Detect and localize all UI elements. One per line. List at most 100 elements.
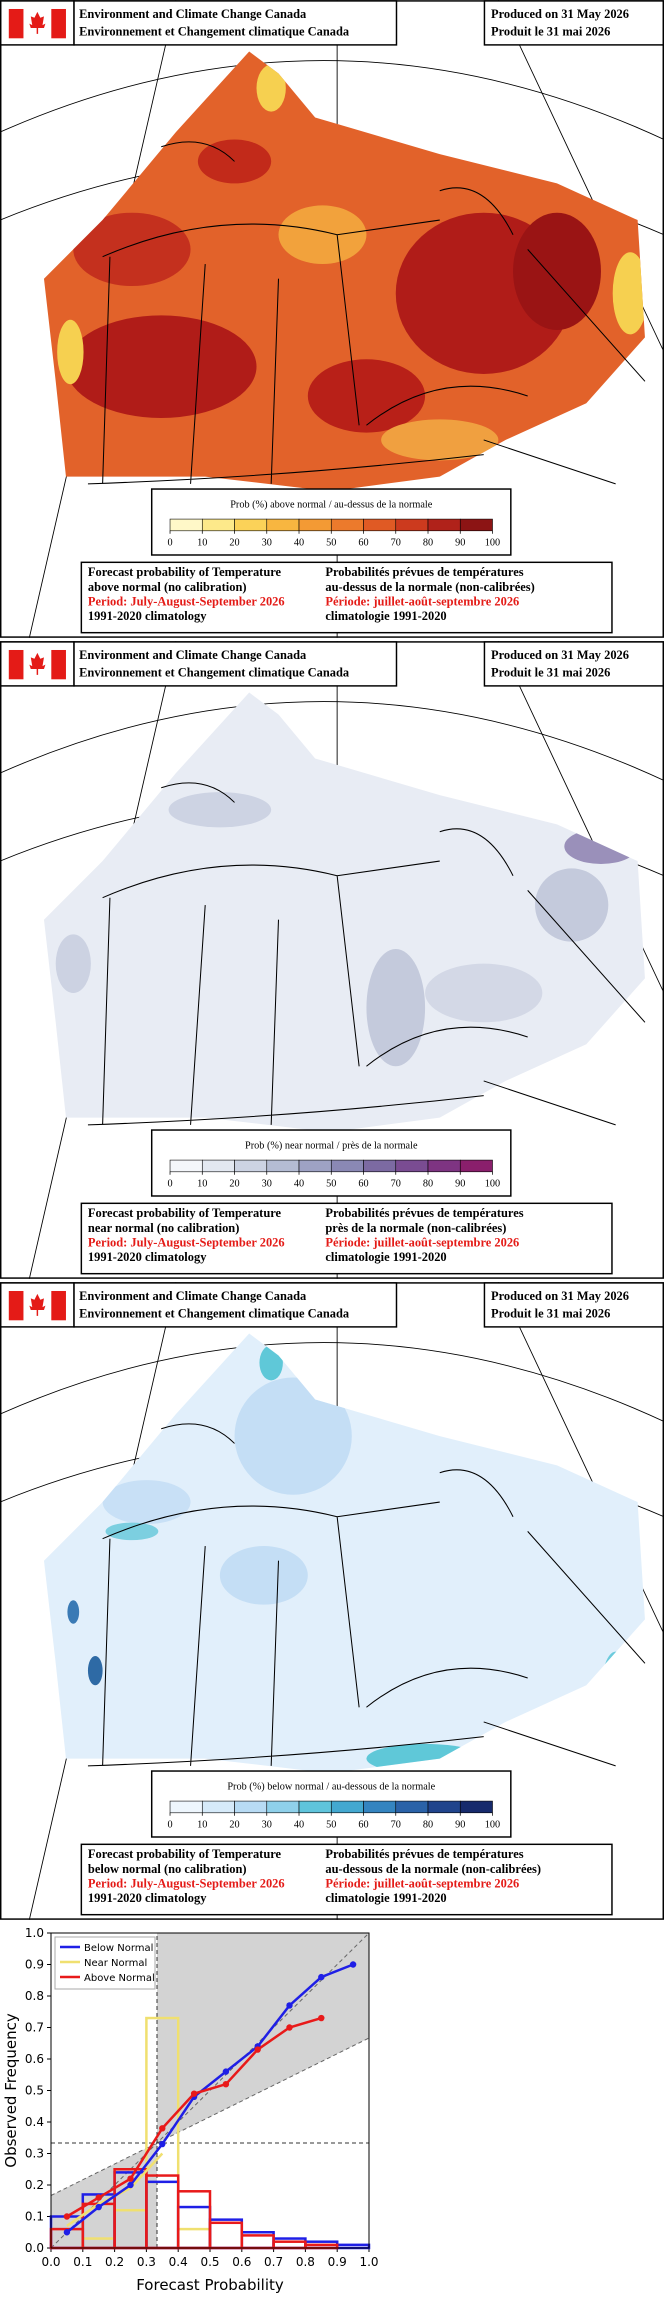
colorbar-swatch [169,1159,203,1173]
forecast-domain [43,1333,645,1774]
map-area [425,963,543,1023]
point [318,2014,325,2022]
colorbar-swatch [427,1800,461,1814]
point [286,2024,293,2031]
colorbar-tick-label: 50 [326,537,336,548]
colorbar-tick-label: 70 [391,1178,401,1189]
colorbar-swatch [234,1800,268,1814]
map-blobs [55,792,638,1067]
x-tick-label: 0.0 [41,2255,60,2269]
colorbar-tick-label: 100 [485,537,500,548]
colorbar-swatch [427,1159,461,1173]
legend-label: Below Normal [84,1943,153,1954]
colorbar-tick-label: 70 [391,537,401,548]
reliability-line [66,1963,354,2234]
x-tick-label: 0.6 [232,2255,251,2269]
flag-bar [8,649,24,680]
caption-line: climatologie 1991-2020 [325,1891,446,1905]
caption-line: climatologie 1991-2020 [325,1250,446,1264]
colorbar-swatch [459,1800,493,1814]
colorbar-swatch [266,1800,300,1814]
colorbar-tick-label: 80 [423,1819,433,1830]
maple-leaf [29,1293,46,1316]
org-box [73,1282,398,1328]
colorbar-swatch [169,518,203,532]
boundaries [87,782,646,1126]
colorbar-swatch [201,1800,235,1814]
point [286,2002,293,2009]
map-area [87,1655,103,1686]
map-area [278,205,367,265]
caption-line: Période: juillet-août-septembre 2026 [325,1236,519,1250]
legend-label: Above Normal [84,1973,155,1984]
colorbar-swatch [395,1159,429,1173]
produced-en: Produced on 31 May 2026 [491,7,629,21]
colorbar-tick-label: 100 [485,1819,500,1830]
x-tick-label: 0.3 [137,2255,156,2269]
colorbar-tick-label: 50 [326,1178,336,1189]
caption-line: Forecast probability of Temperature [88,1847,282,1861]
colorbar-tick-label: 20 [229,537,239,548]
y-tick-label: 0.9 [25,1958,44,1972]
colorbar-swatch [459,1159,493,1173]
colorbar-swatch [363,1159,397,1173]
produced-en: Produced on 31 May 2026 [491,1289,629,1303]
y-tick-label: 0.4 [25,2115,44,2129]
x-tick-label: 0.9 [328,2255,347,2269]
org-en: Environment and Climate Change Canada [79,7,307,21]
colorbar-swatch [234,518,268,532]
colorbar-tick-label: 90 [455,537,465,548]
panel: Environment and Climate Change Canada Env… [0,641,664,1279]
plot-frame [50,1932,370,2249]
map-area [168,792,272,828]
caption-box [80,1202,613,1275]
colorbar-swatch [395,1800,429,1814]
point [349,1961,357,1968]
caption-line: Probabilités prévues de températures [325,1847,523,1861]
x-tick-label: 0.5 [200,2255,219,2269]
panel: Environment and Climate Change Canada Env… [0,1282,664,1920]
colorbar-swatch [459,518,493,532]
colorbar-tick-label: 90 [455,1819,465,1830]
org-en: Environment and Climate Change Canada [79,648,307,662]
flag-bar [51,1290,66,1321]
colorbar-tick-label: 0 [167,1819,172,1830]
colorbar-tick-label: 40 [294,1819,304,1830]
colorbar-swatch [330,518,364,532]
colorbar-tick-label: 100 [485,1178,500,1189]
map-area [366,949,426,1067]
caption-line: below normal (no calibration) [88,1862,247,1876]
x-axis-label: Forecast Probability [136,2276,284,2294]
colorbar-tick-label: 80 [423,537,433,548]
produced-fr: Produit le 31 mai 2026 [491,24,610,38]
point [222,2081,230,2088]
colorbar-tick-label: 30 [262,537,272,548]
colorbar-label: Prob (%) near normal / près de la normal… [245,1140,418,1151]
x-tick-label: 0.7 [264,2255,283,2269]
produced-box [483,0,664,46]
caption-line: Period: July-August-September 2026 [88,1877,285,1891]
org-en: Environment and Climate Change Canada [79,1289,307,1303]
point [63,2229,71,2236]
map-area [219,1546,308,1605]
colorbar-tick-label: 50 [326,1819,336,1830]
x-tick-label: 0.8 [296,2255,315,2269]
point [159,2140,166,2148]
y-axis-label: Observed Frequency [2,2013,20,2168]
flag-bar [51,8,66,39]
map-area [381,419,499,461]
flag-bar [8,8,24,39]
caption-line: Période: juillet-août-septembre 2026 [325,595,519,609]
no-skill-line [50,2037,370,2196]
colorbar-swatch [395,518,429,532]
org-box [73,0,398,46]
colorbar-swatch [298,1159,332,1173]
caption-line: au-dessous de la normale (non-calibrées) [325,1862,541,1876]
x-tick-label: 1.0 [359,2255,378,2269]
colorbar-swatch [234,1159,268,1173]
caption-line: Période: juillet-août-septembre 2026 [325,1877,519,1891]
org-fr: Environnement et Changement climatique C… [79,665,350,679]
colorbar-tick-label: 60 [358,537,368,548]
y-tick-label: 0.6 [25,2052,44,2066]
y-tick-label: 0.2 [25,2178,44,2192]
